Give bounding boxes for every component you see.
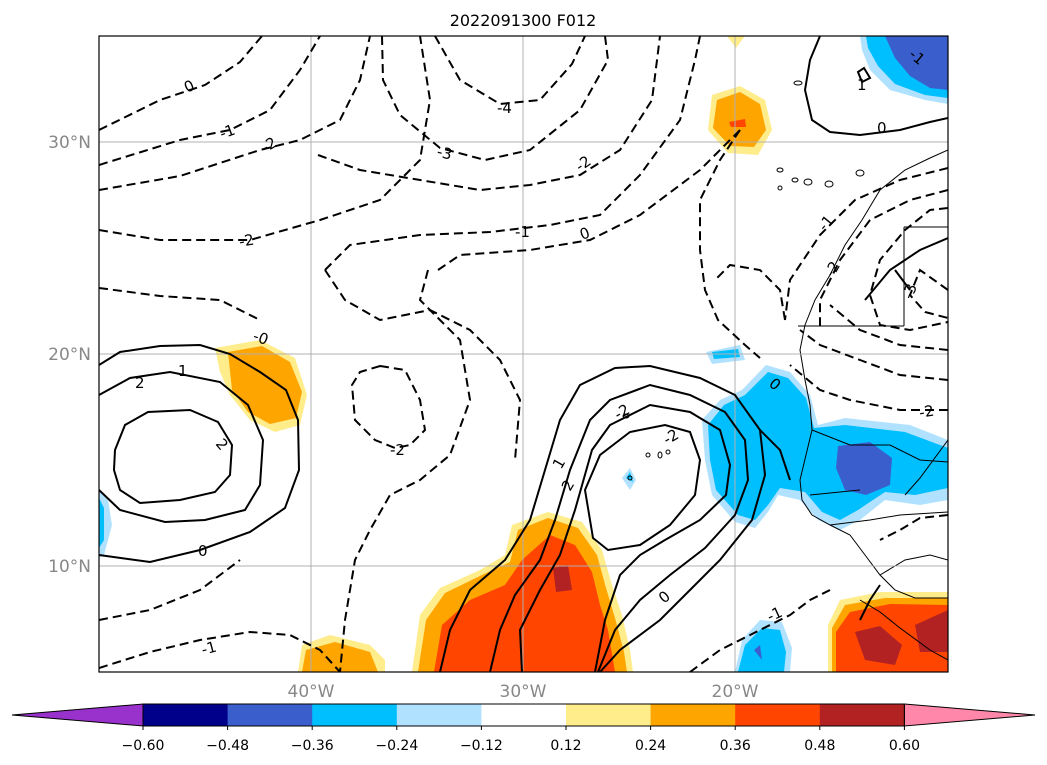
- colorbar-tick-label: −0.48: [206, 738, 249, 754]
- contour-label: -1: [764, 603, 785, 626]
- colorbar-tick-label: −0.60: [122, 738, 165, 754]
- lon-label-40w: 40°W: [288, 682, 335, 702]
- map-area: 0 -1 -2 -3 -4 -2 -1 0 -2 -0 1 2 2 -2 0 -…: [99, 36, 948, 672]
- contour-label: -2: [918, 402, 936, 422]
- colorbar-outline: [142, 703, 905, 727]
- longitude-labels: 40°W 30°W 20°W: [288, 682, 759, 702]
- positive-contours: [99, 36, 948, 672]
- negative-contours: [99, 36, 948, 672]
- colorbar-segment: [481, 704, 567, 726]
- contour-label: -0: [251, 327, 271, 349]
- colorbar-tick-label: 0.12: [550, 738, 581, 754]
- colorbar-tick-label: 0.24: [635, 738, 666, 754]
- colorbar-segment: [143, 704, 229, 726]
- contour-label: -3: [899, 281, 921, 301]
- contour-label: -4: [497, 99, 512, 117]
- contour-label: -1: [217, 121, 237, 143]
- colorbar-tick-label: 0.60: [889, 738, 920, 754]
- colorbar-tick-label: 0.48: [804, 738, 835, 754]
- latitude-labels: 30°N 20°N 10°N: [48, 133, 91, 577]
- contour-label: 1: [857, 76, 867, 94]
- island-outlines: [622, 80, 865, 481]
- contour-label: 2: [135, 374, 145, 392]
- lat-label-10n: 10°N: [48, 557, 91, 577]
- gridlines: [99, 36, 948, 672]
- contour-label: -2: [238, 231, 256, 251]
- lat-label-20n: 20°N: [48, 345, 91, 365]
- colorbar-segment: [735, 704, 821, 726]
- colorbar-segment: [396, 704, 482, 726]
- colorbar-tick-label: −0.36: [291, 738, 334, 754]
- colorbar-tick-label: −0.24: [375, 738, 418, 754]
- colorbar: −0.60 −0.48 −0.36 −0.24 −0.12 0.12 0.24 0.36 0.4…: [11, 703, 1036, 754]
- coastlines: [798, 149, 948, 661]
- colorbar-extend-min: [11, 703, 144, 727]
- shaded-anomalies: [99, 36, 948, 672]
- contour-label: 0: [198, 542, 208, 560]
- colorbar-segment: [819, 704, 905, 726]
- lat-label-30n: 30°N: [48, 133, 91, 153]
- contour-label: -2: [390, 441, 405, 459]
- colorbar-segment: [566, 704, 652, 726]
- lon-label-30w: 30°W: [500, 682, 547, 702]
- colorbar-tick-label: −0.12: [460, 738, 503, 754]
- contour-label: -3: [435, 142, 454, 163]
- figure-title: 2022091300 F012: [450, 11, 597, 30]
- colorbar-tick-label: 0.36: [720, 738, 751, 754]
- colorbar-segment: [650, 704, 736, 726]
- contour-label: -1: [199, 638, 218, 659]
- contour-label: -1: [515, 223, 530, 241]
- lon-label-20w: 20°W: [712, 682, 759, 702]
- contour-label: 1: [178, 362, 188, 380]
- map-frame: [98, 35, 949, 673]
- contour-label: 0: [877, 119, 887, 137]
- colorbar-segment: [312, 704, 398, 726]
- colorbar-segment: [227, 704, 313, 726]
- colorbar-extend-max: [903, 703, 1036, 727]
